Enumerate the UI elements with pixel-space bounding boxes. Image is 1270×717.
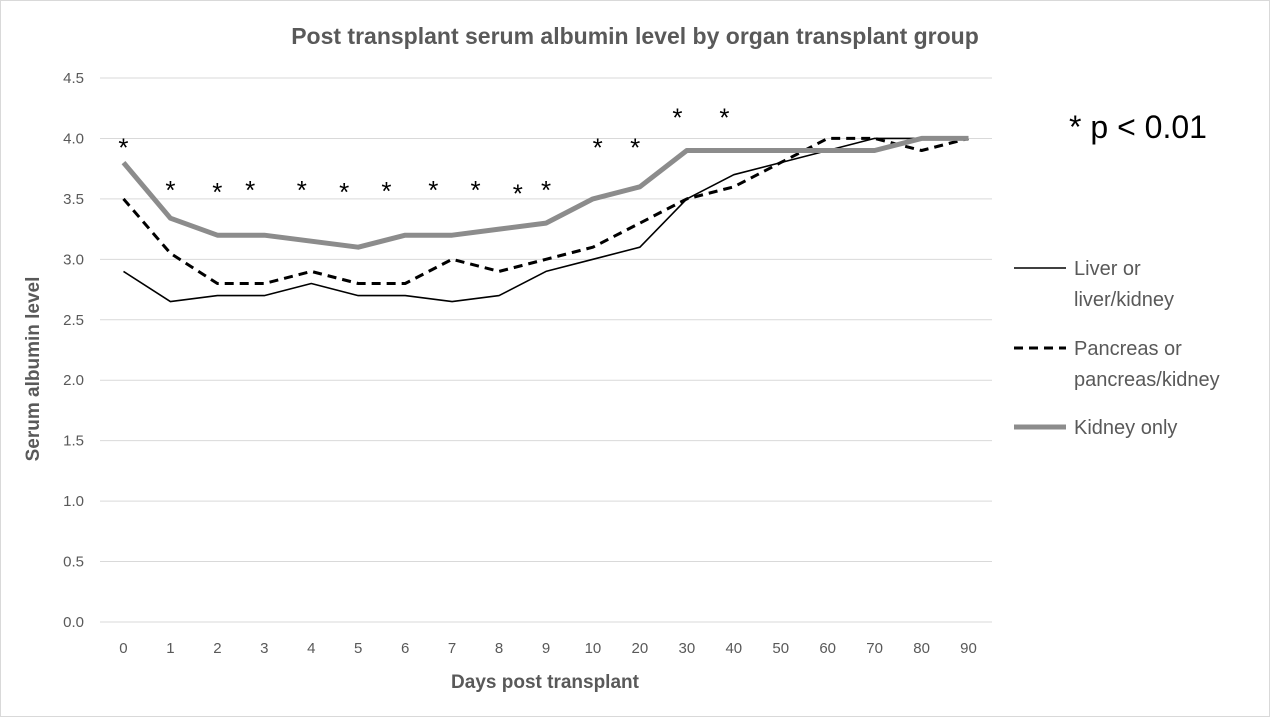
chart-title: Post transplant serum albumin level by o… [291, 23, 979, 49]
x-tick-label: 5 [354, 640, 362, 657]
significance-star: * [513, 178, 523, 208]
significance-star: * [297, 175, 307, 205]
significance-star: * [593, 132, 603, 162]
y-tick-label: 0.0 [63, 614, 84, 631]
significance-note: * p < 0.01 [1069, 109, 1207, 145]
x-tick-label: 7 [448, 640, 456, 657]
x-axis-label: Days post transplant [451, 672, 640, 693]
significance-star: * [212, 177, 222, 207]
y-tick-label: 3.0 [63, 251, 84, 268]
significance-star: * [381, 176, 391, 206]
x-tick-label: 20 [632, 640, 649, 657]
x-tick-label: 6 [401, 640, 409, 657]
significance-star: * [118, 132, 128, 162]
x-tick-label: 1 [166, 640, 174, 657]
legend-label: pancreas/kidney [1074, 369, 1220, 391]
x-tick-label: 30 [678, 640, 695, 657]
y-tick-label: 2.5 [63, 312, 84, 329]
x-tick-label: 4 [307, 640, 315, 657]
significance-star: * [245, 175, 255, 205]
y-tick-label: 2.0 [63, 372, 84, 389]
y-tick-label: 4.0 [63, 130, 84, 147]
significance-star: * [471, 175, 481, 205]
significance-star: * [541, 175, 551, 205]
significance-star: * [339, 177, 349, 207]
x-tick-label: 50 [772, 640, 789, 657]
significance-star: * [719, 102, 729, 132]
series-line [121, 135, 969, 250]
series-line [123, 137, 969, 303]
y-tick-label: 3.5 [63, 191, 84, 208]
legend-label: Pancreas or [1074, 338, 1182, 360]
x-tick-label: 8 [495, 640, 503, 657]
x-axis-ticks: 0 1 2 3 4 5 6 7 8 9 10 20 30 40 50 60 70 80 90 [119, 640, 977, 657]
series-line [122, 136, 969, 285]
x-tick-label: 10 [585, 640, 602, 657]
x-tick-label: 3 [260, 640, 268, 657]
x-tick-label: 80 [913, 640, 930, 657]
gridlines [100, 77, 992, 623]
x-tick-label: 40 [725, 640, 742, 657]
x-tick-label: 9 [542, 640, 550, 657]
legend-label: Liver or [1074, 258, 1141, 280]
legend: Liver or liver/kidney Pancreas or pancreas/… [1014, 258, 1220, 439]
legend-label: liver/kidney [1074, 289, 1174, 311]
significance-markers: * * * * * * * * * * * * * * * [118, 102, 729, 208]
x-tick-label: 70 [866, 640, 883, 657]
significance-star: * [428, 175, 438, 205]
legend-label: Kidney only [1074, 417, 1177, 439]
x-tick-label: 2 [213, 640, 221, 657]
x-tick-label: 0 [119, 640, 127, 657]
y-tick-label: 0.5 [63, 554, 84, 571]
y-tick-label: 4.5 [63, 70, 84, 87]
x-tick-label: 60 [819, 640, 836, 657]
series-lines [121, 135, 969, 303]
y-tick-label: 1.5 [63, 433, 84, 450]
significance-star: * [672, 102, 682, 132]
x-tick-label: 90 [960, 640, 977, 657]
y-tick-label: 1.0 [63, 493, 84, 510]
significance-star: * [630, 132, 640, 162]
y-axis-label: Serum albumin level [23, 277, 44, 462]
significance-star: * [165, 175, 175, 205]
y-axis-ticks: 0.0 0.5 1.0 1.5 2.0 2.5 3.0 3.5 4.0 4.5 [63, 70, 84, 631]
